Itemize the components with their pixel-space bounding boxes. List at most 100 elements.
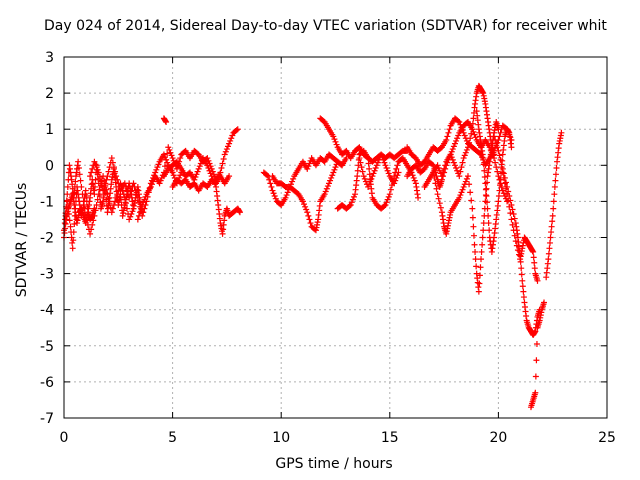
data-point xyxy=(495,173,502,180)
data-point xyxy=(499,169,506,176)
data-point xyxy=(114,176,121,183)
data-point xyxy=(552,171,559,178)
data-point xyxy=(75,158,82,165)
data-point xyxy=(455,132,462,139)
data-point xyxy=(466,181,473,188)
data-point xyxy=(506,203,513,210)
data-point xyxy=(122,183,129,190)
data-point xyxy=(272,195,279,202)
x-axis-label: GPS time / hours xyxy=(275,456,393,472)
data-point xyxy=(219,160,226,167)
data-point xyxy=(207,170,214,177)
data-point xyxy=(101,183,108,190)
data-point xyxy=(508,144,515,151)
data-point xyxy=(71,183,78,190)
data-point xyxy=(220,155,227,162)
data-point xyxy=(96,186,103,193)
data-point xyxy=(373,162,380,169)
data-point xyxy=(385,193,392,200)
data-point xyxy=(409,172,416,179)
data-point xyxy=(67,223,74,230)
data-point xyxy=(550,205,557,212)
data-point xyxy=(89,221,96,228)
data-point xyxy=(381,159,388,166)
data-point xyxy=(370,170,377,177)
data-point xyxy=(513,242,520,249)
data-point xyxy=(95,191,102,198)
data-point xyxy=(442,162,449,169)
data-point xyxy=(113,173,120,180)
data-point xyxy=(520,294,527,301)
data-point xyxy=(226,140,233,147)
data-point xyxy=(453,137,460,144)
data-point xyxy=(79,191,86,198)
data-point xyxy=(481,174,488,181)
data-point xyxy=(204,162,211,169)
data-point xyxy=(443,137,450,144)
data-point xyxy=(548,229,555,236)
data-point xyxy=(503,185,510,192)
data-point xyxy=(94,166,101,173)
data-point xyxy=(94,196,101,203)
data-point xyxy=(166,146,173,153)
data-point xyxy=(483,192,490,199)
data-point xyxy=(70,237,77,244)
data-point xyxy=(323,185,330,192)
series-track-15 xyxy=(430,118,502,295)
data-point xyxy=(301,201,308,208)
y-tick-label: -5 xyxy=(40,339,54,355)
data-point xyxy=(150,178,157,185)
y-tick-label: -2 xyxy=(40,231,54,247)
data-point xyxy=(484,205,491,212)
data-point xyxy=(348,199,355,206)
data-point xyxy=(482,186,489,193)
data-point xyxy=(112,168,119,175)
data-point xyxy=(195,165,202,172)
data-point xyxy=(163,156,170,163)
data-point xyxy=(431,174,438,181)
x-tick-label: 0 xyxy=(60,430,69,446)
data-point xyxy=(533,357,540,364)
data-point xyxy=(386,191,393,198)
data-point xyxy=(510,211,517,218)
data-point xyxy=(305,212,312,219)
data-point xyxy=(194,168,201,175)
data-point xyxy=(347,202,354,209)
data-point xyxy=(367,178,374,185)
data-point xyxy=(455,118,462,125)
data-point xyxy=(332,138,339,145)
data-point xyxy=(304,165,311,172)
data-point xyxy=(271,192,278,199)
data-point xyxy=(472,248,479,255)
series-track-6 xyxy=(169,173,233,194)
data-point xyxy=(233,127,240,134)
data-point xyxy=(333,141,340,148)
data-point xyxy=(491,133,498,140)
data-point xyxy=(531,259,538,266)
data-point xyxy=(264,172,271,179)
series-track-5 xyxy=(160,155,243,237)
data-point xyxy=(197,160,204,167)
data-point xyxy=(123,205,130,212)
data-point xyxy=(365,155,372,162)
y-tick-label: -7 xyxy=(40,411,54,427)
data-point xyxy=(451,162,458,169)
data-point xyxy=(142,193,149,200)
data-point xyxy=(327,177,334,184)
data-point xyxy=(383,165,390,172)
data-point xyxy=(382,202,389,209)
data-point xyxy=(161,163,168,170)
data-point xyxy=(459,186,466,193)
data-point xyxy=(305,163,312,170)
data-point xyxy=(551,191,558,198)
data-point xyxy=(196,163,203,170)
data-point xyxy=(436,167,443,174)
data-point xyxy=(451,140,458,147)
data-point xyxy=(350,193,357,200)
data-point xyxy=(510,227,517,234)
data-point xyxy=(533,340,540,347)
data-point xyxy=(547,234,554,241)
x-tick-label: 20 xyxy=(489,430,507,446)
data-point xyxy=(148,181,155,188)
